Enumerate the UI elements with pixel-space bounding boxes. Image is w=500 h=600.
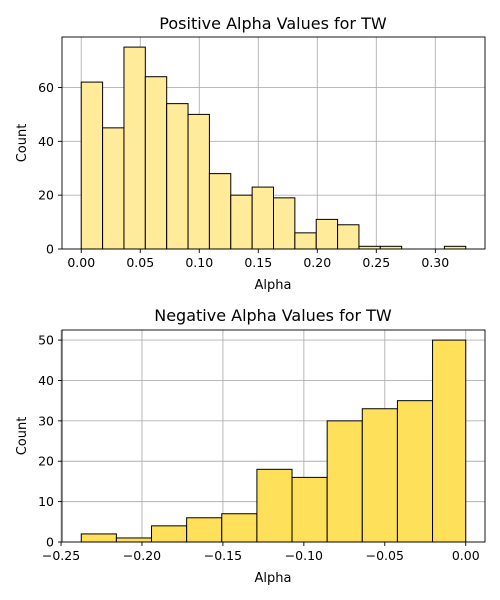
- y-ticks: 0 10 20 30 40 50: [38, 333, 62, 550]
- histogram-bar: [186, 517, 223, 543]
- y-tick-label: 0: [46, 535, 54, 550]
- histogram-bar: [102, 127, 125, 250]
- x-tick-label: −0.15: [204, 548, 242, 563]
- histogram-bar: [221, 513, 258, 543]
- negative-alpha-histogram: Negative Alpha Values for TW −0.25 −0.20−…: [15, 306, 486, 586]
- histogram-bar: [187, 113, 210, 250]
- y-tick-label: 40: [38, 373, 54, 388]
- chart-title: Negative Alpha Values for TW: [154, 306, 392, 325]
- histogram-bar: [208, 173, 232, 250]
- plot-frame: [61, 36, 486, 250]
- y-axis-label: Count: [15, 124, 30, 163]
- histogram-bar: [273, 197, 296, 250]
- histogram-bar: [337, 224, 360, 250]
- y-ticks: 0 20 40 60: [38, 80, 62, 257]
- histogram-bar: [361, 408, 398, 543]
- positive-alpha-histogram: Positive Alpha Values for TW 0.00 0.05 0.1…: [15, 14, 486, 293]
- y-tick-label: 50: [38, 333, 54, 348]
- x-tick-label: −0.25: [42, 548, 80, 563]
- x-ticks: 0.00 0.05 0.10 0.15 0.20 0.25 0.30: [67, 249, 449, 270]
- y-tick-label: 20: [38, 454, 54, 469]
- x-tick-label: 0.10: [185, 255, 213, 270]
- y-tick-label: 60: [38, 80, 54, 95]
- histogram-bar: [251, 186, 275, 250]
- x-tick-label: 0.15: [244, 255, 272, 270]
- y-axis-label: Count: [15, 417, 30, 456]
- x-tick-label: 0.05: [126, 255, 154, 270]
- histogram-bar: [315, 218, 339, 250]
- x-tick-label: 0.00: [67, 255, 95, 270]
- x-ticks: −0.25 −0.20 −0.15 −0.10 −0.05 0.00: [42, 542, 480, 563]
- histogram-bar: [256, 468, 293, 543]
- x-axis-label: Alpha: [255, 278, 292, 293]
- histogram-bar: [123, 46, 146, 250]
- histogram-bar: [151, 525, 188, 543]
- plot-frame: [61, 329, 486, 543]
- histogram-bar: [80, 533, 117, 543]
- y-tick-label: 20: [38, 188, 54, 203]
- bars: [80, 339, 467, 543]
- histogram-bar: [144, 76, 168, 250]
- histogram-bar: [166, 103, 189, 250]
- x-axis-label: Alpha: [255, 571, 292, 586]
- bars: [80, 46, 467, 250]
- histogram-bar: [80, 81, 104, 250]
- y-tick-label: 0: [46, 242, 54, 257]
- x-tick-label: 0.20: [303, 255, 331, 270]
- x-tick-label: 0.30: [421, 255, 449, 270]
- histogram-bar: [326, 420, 363, 543]
- histogram-bar: [396, 400, 434, 543]
- x-tick-label: 0.00: [452, 548, 480, 563]
- chart-title: Positive Alpha Values for TW: [159, 14, 387, 33]
- y-tick-label: 10: [38, 494, 54, 509]
- histogram-bar: [432, 339, 467, 543]
- histogram-bar: [115, 537, 153, 543]
- y-tick-label: 30: [38, 413, 54, 428]
- x-tick-label: −0.10: [285, 548, 323, 563]
- x-tick-label: 0.25: [362, 255, 390, 270]
- histogram-bar: [291, 476, 328, 543]
- histogram-bar: [294, 232, 317, 250]
- x-tick-label: −0.05: [366, 548, 404, 563]
- y-tick-label: 40: [38, 134, 54, 149]
- histogram-bar: [230, 194, 253, 250]
- x-tick-label: −0.20: [123, 548, 161, 563]
